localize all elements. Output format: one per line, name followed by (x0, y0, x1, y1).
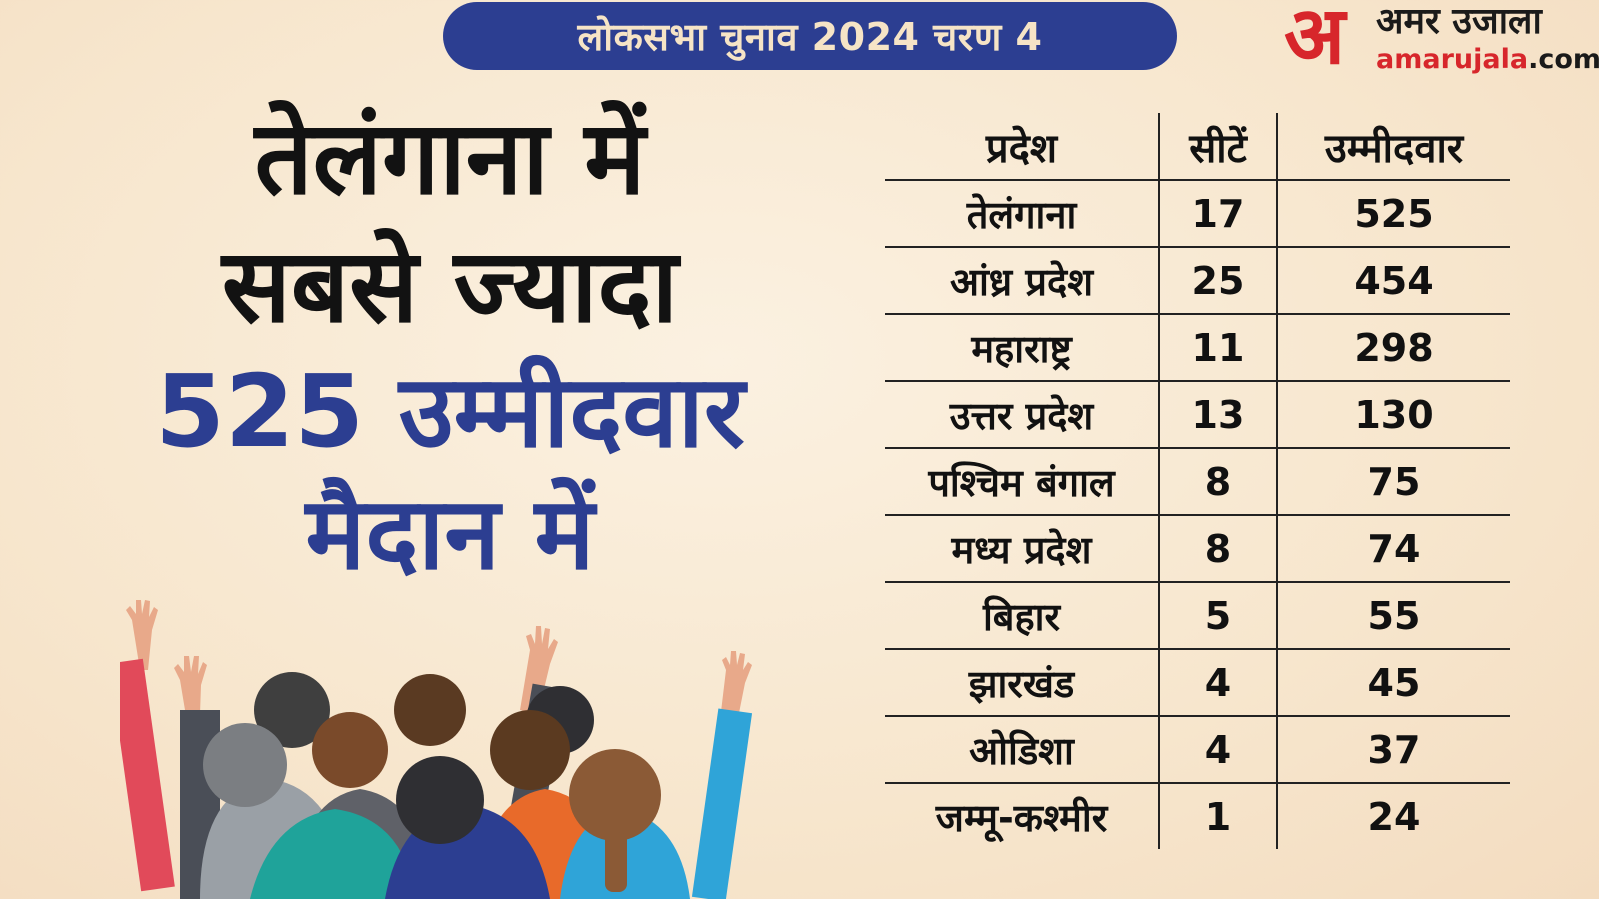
headline-line-4: मैदान में (305, 475, 595, 592)
table-row: महाराष्ट्र 11 298 (885, 314, 1510, 382)
header-seats: सीटें (1159, 113, 1278, 181)
state-cell: आंध्र प्रदेश (885, 247, 1160, 315)
state-cell: झारखंड (885, 649, 1160, 717)
candidates-cell: 298 (1277, 314, 1510, 382)
person-head-icon (312, 712, 388, 788)
table-row: जम्मू-कश्मीर 1 24 (885, 783, 1510, 849)
person-head-icon (396, 756, 484, 844)
phase-banner: लोकसभा चुनाव 2024 चरण 4 (443, 2, 1177, 70)
candidates-cell: 74 (1277, 515, 1510, 583)
person-head-icon (394, 674, 466, 746)
state-cell: तेलंगाना (885, 180, 1160, 248)
headline-line-2: सबसे ज्यादा (221, 227, 679, 346)
person-head-icon (203, 723, 287, 807)
candidates-table: प्रदेश सीटें उम्मीदवार तेलंगाना 17 525 आंध… (885, 113, 1510, 849)
candidates-cell: 24 (1367, 794, 1421, 839)
candidates-cell: 130 (1277, 381, 1510, 449)
raised-arm (120, 658, 175, 892)
logo-hindi-name: अमर उजाला (1376, 1, 1542, 42)
seats-cell: 17 (1159, 180, 1278, 248)
table-row: उत्तर प्रदेश 13 130 (885, 381, 1510, 449)
candidates-cell: 525 (1277, 180, 1510, 248)
person-head-icon (254, 672, 330, 748)
raised-hand-icon (720, 651, 752, 723)
candidates-cell: 55 (1277, 582, 1510, 650)
state-cell: मध्य प्रदेश (885, 515, 1160, 583)
seats-cell: 4 (1159, 649, 1278, 717)
candidates-cell: 37 (1277, 716, 1510, 784)
seats-cell: 1 (1159, 783, 1278, 849)
seats-cell: 8 (1159, 448, 1278, 516)
candidates-cell: 45 (1277, 649, 1510, 717)
candidates-cell: 75 (1277, 448, 1510, 516)
seats-cell: 13 (1159, 381, 1278, 449)
state-cell: उत्तर प्रदेश (885, 381, 1160, 449)
logo-en-domain: .com (1528, 44, 1599, 75)
seats-cell: 5 (1159, 582, 1278, 650)
crowd-illustration (120, 600, 753, 899)
headline-line-3: 525 उम्मीदवार (155, 353, 745, 470)
person-head-icon (569, 749, 661, 841)
seats-cell: 25 (1159, 247, 1278, 315)
table-row: मध्य प्रदेश 8 74 (885, 515, 1510, 583)
table-row: आंध्र प्रदेश 25 454 (885, 247, 1510, 315)
state-cell: पश्चिम बंगाल (885, 448, 1160, 516)
seats-cell: 11 (1159, 314, 1278, 382)
person-body (250, 809, 415, 899)
state-cell: ओडिशा (885, 716, 1160, 784)
state-cell: जम्मू-कश्मीर (885, 783, 1160, 849)
header-candidates: उम्मीदवार (1277, 113, 1510, 181)
raised-hand-icon (520, 626, 558, 714)
person-head-icon (490, 710, 570, 790)
table-row: तेलंगाना 17 525 (885, 180, 1510, 248)
candidates-cell: 454 (1277, 247, 1510, 315)
table-row: बिहार 5 55 (885, 582, 1510, 650)
raised-hand-icon (126, 600, 158, 670)
raised-arm (691, 708, 753, 899)
seats-cell: 4 (1159, 716, 1278, 784)
state-cell: बिहार (885, 582, 1160, 650)
logo-en-name: amarujala (1376, 44, 1529, 75)
ponytail (605, 832, 627, 892)
table-row: ओडिशा 4 37 (885, 716, 1510, 784)
banner-text: लोकसभा चुनाव 2024 चरण 4 (577, 15, 1043, 59)
table-header-row: प्रदेश सीटें उम्मीदवार (885, 113, 1510, 181)
headline-line-1: तेलंगाना में (254, 99, 646, 218)
logo-mark-icon: अ (1284, 0, 1346, 82)
table-row: पश्चिम बंगाल 8 75 (885, 448, 1510, 516)
state-cell: महाराष्ट्र (885, 314, 1160, 382)
logo-english-name: amarujala.com (1376, 46, 1599, 73)
amar-ujala-logo[interactable]: अ अमर उजाला amarujala.com (1284, 0, 1599, 82)
header-state: प्रदेश (885, 113, 1160, 181)
table-row: झारखंड 4 45 (885, 649, 1510, 717)
seats-cell: 8 (1159, 515, 1278, 583)
